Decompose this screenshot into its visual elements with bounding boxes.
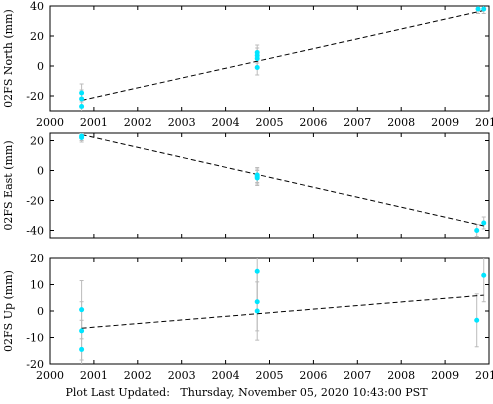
plot-area (79, 6, 487, 111)
data-point (475, 6, 481, 12)
y-axis-label: 02FS East (mm) (2, 140, 15, 230)
data-point (79, 346, 85, 352)
x-tick-label: 2008 (387, 369, 415, 382)
x-tick-label: 2009 (431, 369, 459, 382)
data-point (79, 307, 85, 313)
x-tick-label: 2003 (168, 369, 196, 382)
y-tick-label: -20 (26, 90, 44, 103)
y-tick-label: -20 (26, 358, 44, 371)
data-point (474, 228, 480, 233)
y-tick-label: -20 (26, 195, 44, 208)
x-tick-label: 2005 (256, 369, 284, 382)
trend-line (81, 10, 484, 101)
trend-line (81, 294, 484, 329)
data-point (481, 220, 487, 226)
y-tick-label: 20 (30, 135, 44, 148)
data-point (481, 6, 487, 12)
footer-timestamp: Thursday, November 05, 2020 10:43:00 PST (180, 386, 428, 399)
x-tick-label: 2000 (36, 369, 64, 382)
x-tick-label: 2004 (212, 369, 240, 382)
y-tick-label: 0 (37, 165, 44, 178)
data-point (254, 56, 260, 61)
x-tick-label: 2006 (299, 369, 327, 382)
x-tick-label: 2007 (343, 369, 371, 382)
x-tick-label: 2002 (124, 116, 152, 129)
plot-frame (49, 132, 490, 239)
data-point (79, 96, 85, 102)
data-point (79, 328, 85, 334)
x-tick-label: 2003 (168, 116, 196, 129)
plot-updated-footer: Plot Last Updated: Thursday, November 05… (0, 386, 493, 399)
plot-area (79, 258, 487, 364)
data-point (481, 272, 487, 278)
plot-frame (49, 257, 490, 365)
data-point (254, 175, 260, 181)
data-point (254, 65, 260, 70)
x-tick-label: 2009 (431, 116, 459, 129)
x-tick-label: 2001 (80, 369, 108, 382)
y-axis-label: 02FS Up (mm) (2, 270, 15, 352)
y-tick-label: 20 (30, 252, 44, 265)
x-tick-label: 2001 (80, 116, 108, 129)
data-point (254, 268, 260, 274)
y-tick-label: 40 (30, 0, 44, 13)
data-point (474, 317, 480, 323)
chart-panel-3: 2000 2001 2002 2003 2004 2005 2006 2007 2008 2009… (2, 252, 493, 382)
x-tick-label: 2007 (343, 116, 371, 129)
y-tick-label: 20 (30, 30, 44, 43)
x-tick-label: 2005 (256, 116, 284, 129)
x-tick-label: 2008 (387, 116, 415, 129)
y-tick-label: 0 (37, 60, 44, 73)
footer-label: Plot Last Updated: (65, 386, 170, 399)
y-tick-label: -10 (26, 332, 44, 345)
y-tick-label: 10 (30, 279, 44, 292)
y-axis-label: 02FS North (mm) (2, 9, 15, 108)
data-point (254, 299, 260, 305)
chart-panel-2: -40 -20 0 20 02FS East (mm) (2, 132, 490, 239)
x-tick-label: 2004 (212, 116, 240, 129)
trend-line (81, 134, 484, 227)
data-point (254, 308, 260, 314)
y-tick-label: 0 (37, 305, 44, 318)
x-tick-label: 2006 (299, 116, 327, 129)
x-tick-label: 2000 (36, 116, 64, 129)
x-tick-label: 2002 (124, 369, 152, 382)
chart-panel-1: 2000 2001 2002 2003 2004 2005 2006 2007 2008 2009… (2, 0, 493, 129)
plot-area (79, 133, 487, 237)
data-point (79, 104, 85, 109)
data-point (79, 135, 85, 140)
data-point (79, 90, 85, 96)
y-tick-label: -40 (26, 225, 44, 238)
